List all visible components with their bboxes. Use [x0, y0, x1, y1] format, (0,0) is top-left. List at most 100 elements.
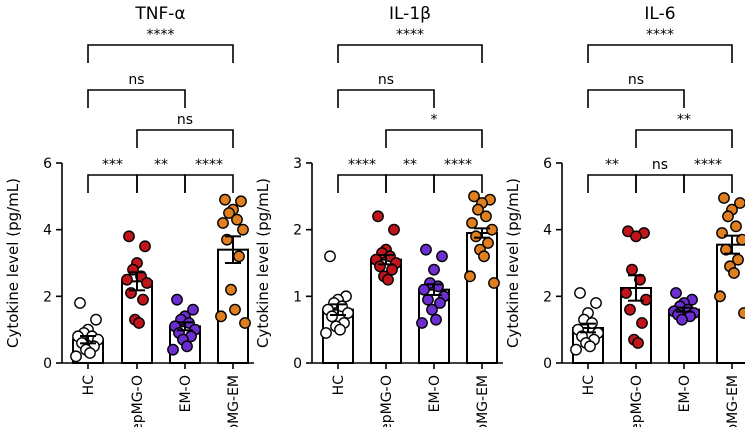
data-point-HC — [320, 327, 332, 339]
significance-bracket — [136, 174, 186, 193]
x-tick-label: EM-O — [178, 375, 194, 412]
data-point-epMG-EM — [478, 250, 490, 263]
data-point-epMG-EM — [736, 233, 745, 246]
significance-bracket — [635, 174, 685, 193]
significance-label: **** — [147, 27, 175, 43]
x-tick-label: epMG-O — [379, 375, 395, 427]
data-point-epMG-EM — [714, 290, 726, 303]
data-point-epMG-EM — [718, 192, 730, 204]
x-tick-label: HC — [81, 375, 97, 396]
data-point-epMG-EM — [738, 307, 745, 319]
data-point-HC — [84, 347, 96, 359]
data-point-epMG-EM — [223, 207, 235, 219]
data-point-HC — [90, 313, 102, 326]
data-point-epMG-EM — [488, 277, 500, 289]
x-tick-label: epMG-O — [130, 375, 146, 427]
chart-panel-2: IL-1β Cytokine level (pg/mL) 0 1 2 3 HC epMG-O E… — [254, 4, 503, 427]
significance-label: *** — [102, 157, 123, 173]
data-point-epMG-EM — [730, 220, 742, 233]
significance-bracket — [587, 174, 637, 193]
data-point-EM-O — [422, 293, 434, 306]
data-point-epMG-EM — [233, 250, 245, 263]
data-point-EM-O — [676, 313, 688, 326]
y-tick-label: 2 — [543, 289, 552, 305]
y-tick-label: 0 — [293, 356, 302, 372]
data-point-HC — [70, 350, 82, 363]
significance-label: ns — [177, 112, 193, 128]
significance-bracket — [337, 174, 387, 193]
data-point-HC — [570, 343, 582, 356]
data-point-EM-O — [430, 313, 442, 326]
data-point-epMG-EM — [734, 197, 745, 209]
significance-label: **** — [646, 27, 674, 43]
y-tick-label: 3 — [293, 156, 302, 172]
data-point-epMG-EM — [728, 267, 740, 279]
significance-bracket — [433, 174, 483, 193]
y-tick-label: 4 — [43, 223, 52, 239]
data-point-HC — [584, 340, 596, 353]
x-tick-label: HC — [331, 375, 347, 396]
significance-bracket — [337, 44, 483, 63]
data-point-epMG-O — [137, 293, 149, 306]
significance-bracket — [87, 174, 138, 193]
data-point-epMG-EM — [219, 193, 231, 206]
data-point-HC — [574, 287, 586, 299]
significance-bracket — [136, 129, 234, 148]
data-point-epMG-O — [382, 273, 394, 286]
x-tick-label: EM-O — [427, 375, 443, 412]
data-point-HC — [324, 250, 336, 263]
significance-bracket — [87, 44, 234, 63]
data-point-EM-O — [418, 283, 430, 296]
y-tick-label: 4 — [543, 223, 552, 239]
significance-label: ** — [605, 157, 619, 173]
y-tick-label: 6 — [543, 156, 552, 172]
x-tick-label: epMG-EM — [725, 375, 741, 427]
data-point-epMG-EM — [470, 230, 482, 243]
data-point-HC — [334, 323, 346, 336]
significance-label: **** — [694, 157, 722, 173]
data-point-epMG-EM — [722, 210, 734, 223]
significance-bracket — [385, 174, 435, 193]
data-point-epMG-EM — [217, 217, 229, 229]
x-tick-label: epMG-O — [629, 375, 645, 427]
x-tick-label: epMG-EM — [226, 375, 242, 427]
data-point-epMG-O — [632, 337, 644, 349]
bar-epMG-EM — [217, 248, 249, 365]
significance-label: ** — [154, 157, 168, 173]
data-point-EM-O — [434, 297, 446, 309]
x-tick-label: HC — [581, 375, 597, 396]
significance-bracket — [337, 89, 435, 108]
significance-bracket — [635, 129, 733, 148]
y-tick-label: 6 — [43, 156, 52, 172]
significance-label: ns — [628, 72, 644, 88]
data-point-epMG-O — [374, 260, 386, 273]
data-point-EM-O — [181, 340, 193, 353]
significance-label: **** — [444, 157, 472, 173]
y-axis-label: Cytokine level (pg/mL) — [504, 178, 522, 348]
significance-bracket — [87, 89, 186, 108]
data-point-EM-O — [187, 303, 199, 316]
data-point-EM-O — [436, 250, 448, 263]
significance-bracket — [587, 89, 685, 108]
data-point-epMG-O — [139, 240, 151, 253]
significance-label: **** — [195, 157, 223, 173]
data-point-epMG-O — [141, 277, 153, 289]
chart-title: IL-6 — [644, 4, 675, 24]
data-point-epMG-EM — [480, 210, 492, 223]
data-point-EM-O — [167, 343, 179, 356]
y-axis-label: Cytokine level (pg/mL) — [254, 178, 272, 348]
y-tick-label: 0 — [543, 356, 552, 372]
significance-label: ns — [378, 72, 394, 88]
data-point-epMG-EM — [237, 223, 249, 236]
data-point-epMG-O — [121, 273, 133, 286]
data-point-epMG-O — [133, 317, 145, 329]
data-point-epMG-EM — [239, 317, 251, 329]
data-point-HC — [74, 297, 86, 309]
significance-label: ns — [128, 72, 144, 88]
data-point-EM-O — [416, 317, 428, 329]
data-point-epMG-EM — [225, 283, 237, 296]
significance-bracket — [683, 174, 733, 193]
data-point-epMG-EM — [235, 195, 247, 208]
data-point-EM-O — [428, 263, 440, 276]
